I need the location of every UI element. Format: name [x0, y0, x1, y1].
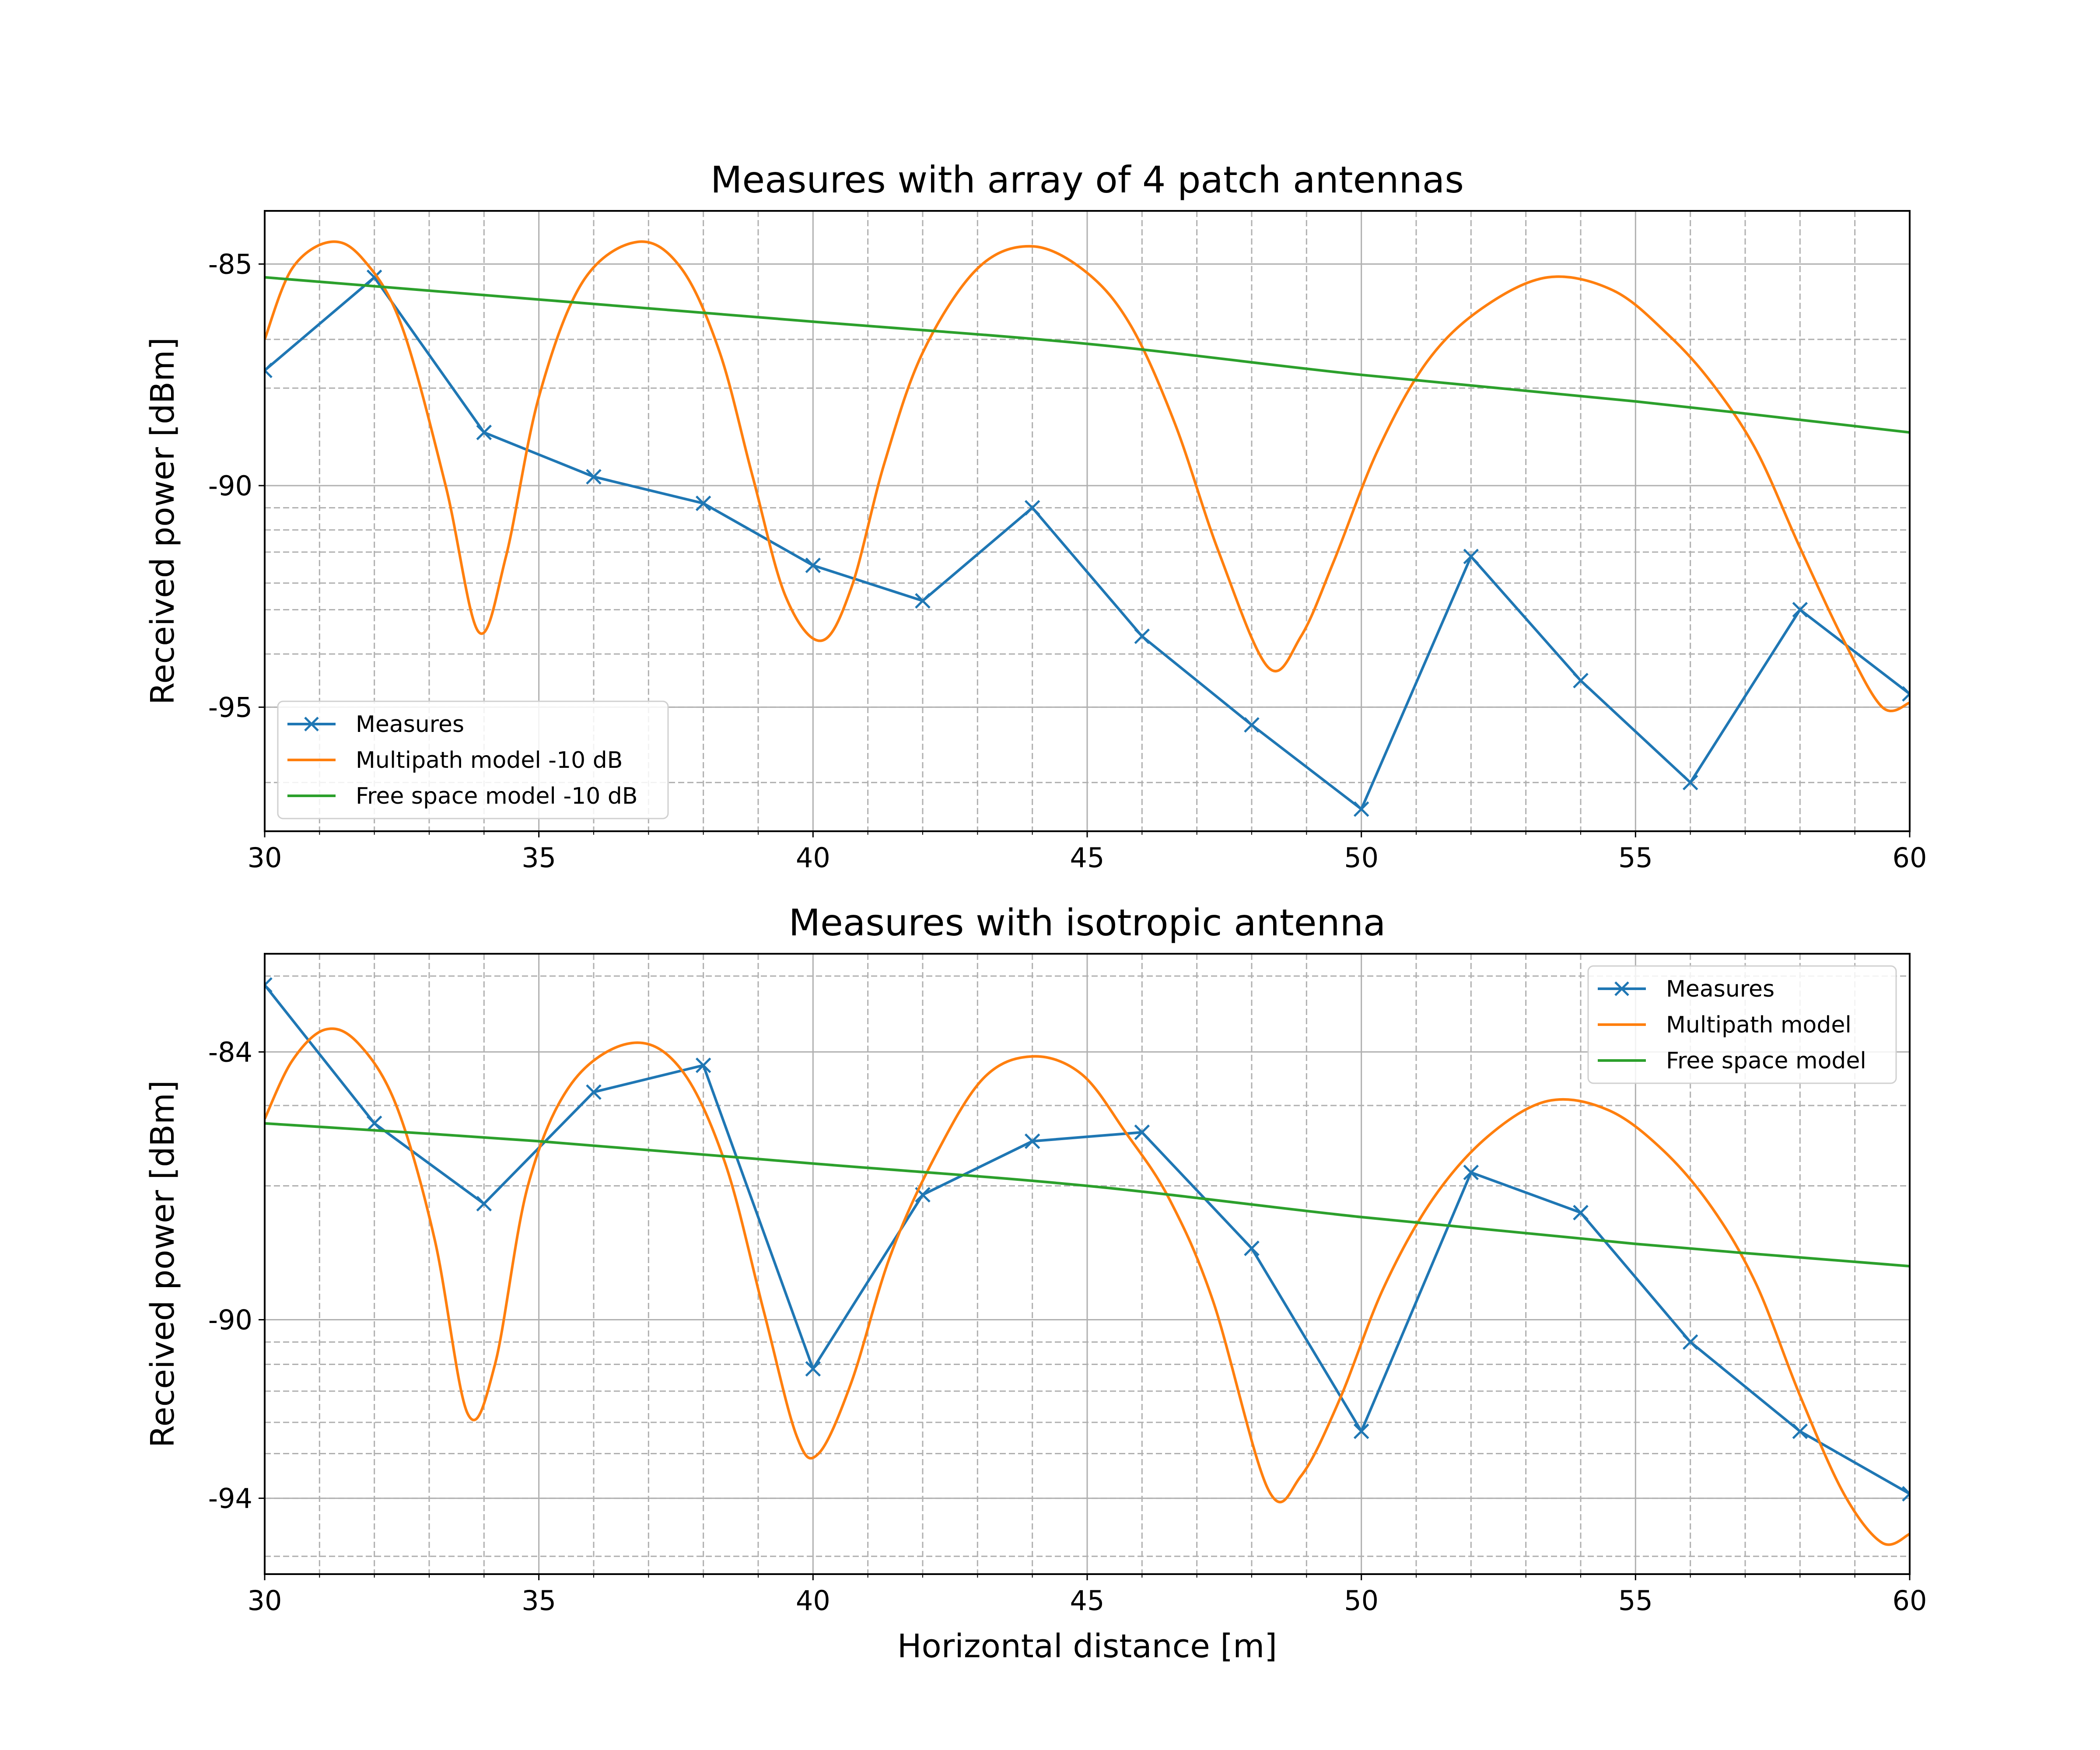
data-point-marker [695, 495, 711, 511]
series-line [265, 240, 1910, 712]
legend: Measures Multipath model Free space model [1587, 965, 1897, 1084]
y-tick-label: -95 [208, 691, 252, 723]
data-point-marker [1024, 1133, 1040, 1149]
data-point-marker [1902, 686, 1910, 702]
series-2 [265, 1027, 1910, 1546]
chart-panel-2: 30 35 40 45 50 55 60 -84 -90 -94 Measures with iso… [144, 901, 1927, 1665]
x-tick-label: 45 [1070, 842, 1105, 874]
data-point-marker [366, 1115, 382, 1131]
y-tick-label: -90 [208, 1304, 252, 1336]
data-point-marker [1353, 1423, 1369, 1439]
legend-entry-label: Multipath model [1666, 1012, 1852, 1038]
x-tick-label: 60 [1893, 842, 1927, 874]
data-point-marker [265, 362, 273, 378]
data-point-marker [1902, 1486, 1910, 1502]
grid [264, 211, 1911, 831]
data-point-marker [1573, 672, 1589, 689]
x-tick-label: 35 [522, 1585, 556, 1617]
x-tick-label: 55 [1618, 842, 1653, 874]
data-point-marker [1244, 1240, 1260, 1256]
legend-box [1587, 965, 1897, 1084]
series-line [265, 1027, 1910, 1546]
x-axis-label: Horizontal distance [m] [897, 1628, 1277, 1665]
data-point-marker [1463, 549, 1479, 564]
series-1 [265, 270, 1910, 817]
chart-panel-1: 30 35 40 45 50 55 60 -85 -90 -95 Measures with arr… [144, 158, 1927, 874]
data-point-marker [1463, 1165, 1479, 1180]
legend-entry-label: Measures [1666, 976, 1774, 1002]
data-point-marker [1353, 801, 1369, 817]
data-point-marker [366, 270, 382, 285]
data-point-marker [805, 1361, 821, 1377]
data-point-marker [1573, 1204, 1589, 1221]
data-point-marker [476, 1196, 492, 1212]
x-tick-label: 60 [1893, 1585, 1927, 1617]
data-point-marker [586, 1084, 602, 1100]
legend-marker [304, 717, 319, 732]
data-point-marker [805, 557, 821, 574]
legend-entry-label: Multipath model -10 dB [356, 747, 623, 774]
x-tick-label: 35 [522, 842, 556, 874]
legend-entry-label: Free space model [1666, 1048, 1866, 1074]
data-point-marker [915, 593, 931, 609]
y-tick-label: -84 [208, 1036, 252, 1068]
series-line [265, 276, 1910, 811]
x-tick-label: 55 [1618, 1585, 1653, 1617]
series-2 [265, 240, 1910, 712]
data-point-marker [1134, 1124, 1150, 1140]
legend-box [277, 700, 669, 819]
x-tick-label: 40 [796, 1585, 830, 1617]
y-axis-label: Received power [dBm] [144, 337, 182, 705]
series-3 [265, 1122, 1910, 1268]
x-tick-label: 40 [796, 842, 830, 874]
x-tick-label: 30 [248, 1585, 282, 1617]
legend: Measures Multipath model -10 dB Free space… [277, 700, 669, 819]
series-line [265, 276, 1910, 434]
data-point-marker [695, 1057, 711, 1073]
y-tick-label: -85 [208, 248, 252, 280]
data-point-marker [1134, 628, 1150, 644]
legend-marker [1614, 981, 1629, 996]
data-point-marker [586, 469, 602, 485]
data-point-marker [476, 424, 492, 441]
chart-title: Measures with array of 4 patch antennas [710, 158, 1464, 201]
data-point-marker [1792, 1423, 1808, 1439]
x-tick-label: 50 [1344, 1585, 1379, 1617]
x-tick-label: 45 [1070, 1585, 1105, 1617]
data-point-marker [1792, 602, 1808, 618]
legend-entry-label: Measures [356, 711, 464, 738]
chart-title: Measures with isotropic antenna [789, 901, 1386, 944]
x-tick-label: 30 [248, 842, 282, 874]
y-axis-label: Received power [dBm] [144, 1080, 182, 1448]
x-tick-label: 50 [1344, 842, 1379, 874]
data-point-marker [265, 977, 273, 993]
y-tick-label: -90 [208, 470, 252, 502]
data-point-marker [1682, 774, 1698, 791]
data-point-marker [1682, 1334, 1698, 1350]
data-point-marker [1024, 500, 1040, 516]
legend-entry-label: Free space model -10 dB [356, 783, 638, 809]
y-tick-label: -94 [208, 1483, 252, 1515]
data-point-marker [1244, 717, 1260, 733]
series-line [265, 1122, 1910, 1268]
series-3 [265, 276, 1910, 434]
